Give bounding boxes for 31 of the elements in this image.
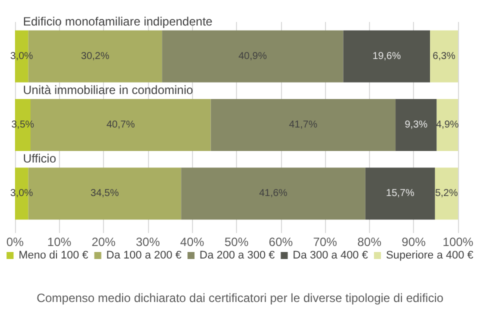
x-tick-label: 100% bbox=[442, 235, 474, 249]
data-label: 19,6% bbox=[372, 50, 401, 62]
legend-label: Da 100 a 200 € bbox=[106, 250, 182, 262]
data-label: 41,7% bbox=[288, 120, 318, 130]
data-label: 15,7% bbox=[386, 188, 414, 200]
legend-label: Da 200 a 300 € bbox=[200, 250, 275, 262]
legend-label: Superiore a 400 € bbox=[386, 250, 474, 262]
legend-label: Da 300 a 400 € bbox=[292, 250, 368, 262]
data-label: 5,2% bbox=[435, 188, 458, 200]
y-tick-label: Edificio monofamiliare indipendente bbox=[23, 14, 213, 28]
data-label: 34,5% bbox=[90, 188, 119, 200]
x-tick-label: 20% bbox=[92, 235, 116, 249]
x-tick-label: 70% bbox=[313, 235, 338, 249]
data-label: 41,6% bbox=[259, 188, 288, 200]
data-label: 9,3% bbox=[404, 120, 428, 130]
y-tick-label: Unità immobiliare in condominio bbox=[23, 83, 194, 97]
x-tick-label: 60% bbox=[268, 235, 294, 249]
data-label: 30,2% bbox=[81, 50, 110, 62]
data-label: 40,7% bbox=[106, 120, 135, 130]
x-tick-label: 80% bbox=[357, 235, 382, 249]
text: Compenso medio dichiarato dai certificatori per le diverse tipologie di edificio bbox=[36, 291, 444, 305]
y-tick-label: Ufficio bbox=[23, 152, 56, 166]
data-label: 40,9% bbox=[238, 50, 267, 62]
x-tick-label: 50% bbox=[224, 235, 249, 249]
x-tick-label: 0% bbox=[6, 235, 24, 249]
x-tick-label: 40% bbox=[180, 235, 205, 249]
data-label: 6,3% bbox=[432, 50, 456, 62]
x-tick-label: 90% bbox=[402, 235, 426, 249]
x-tick-label: 10% bbox=[47, 235, 72, 249]
x-tick-label: 30% bbox=[136, 235, 160, 249]
legend-label: Meno di 100 € bbox=[18, 250, 88, 262]
